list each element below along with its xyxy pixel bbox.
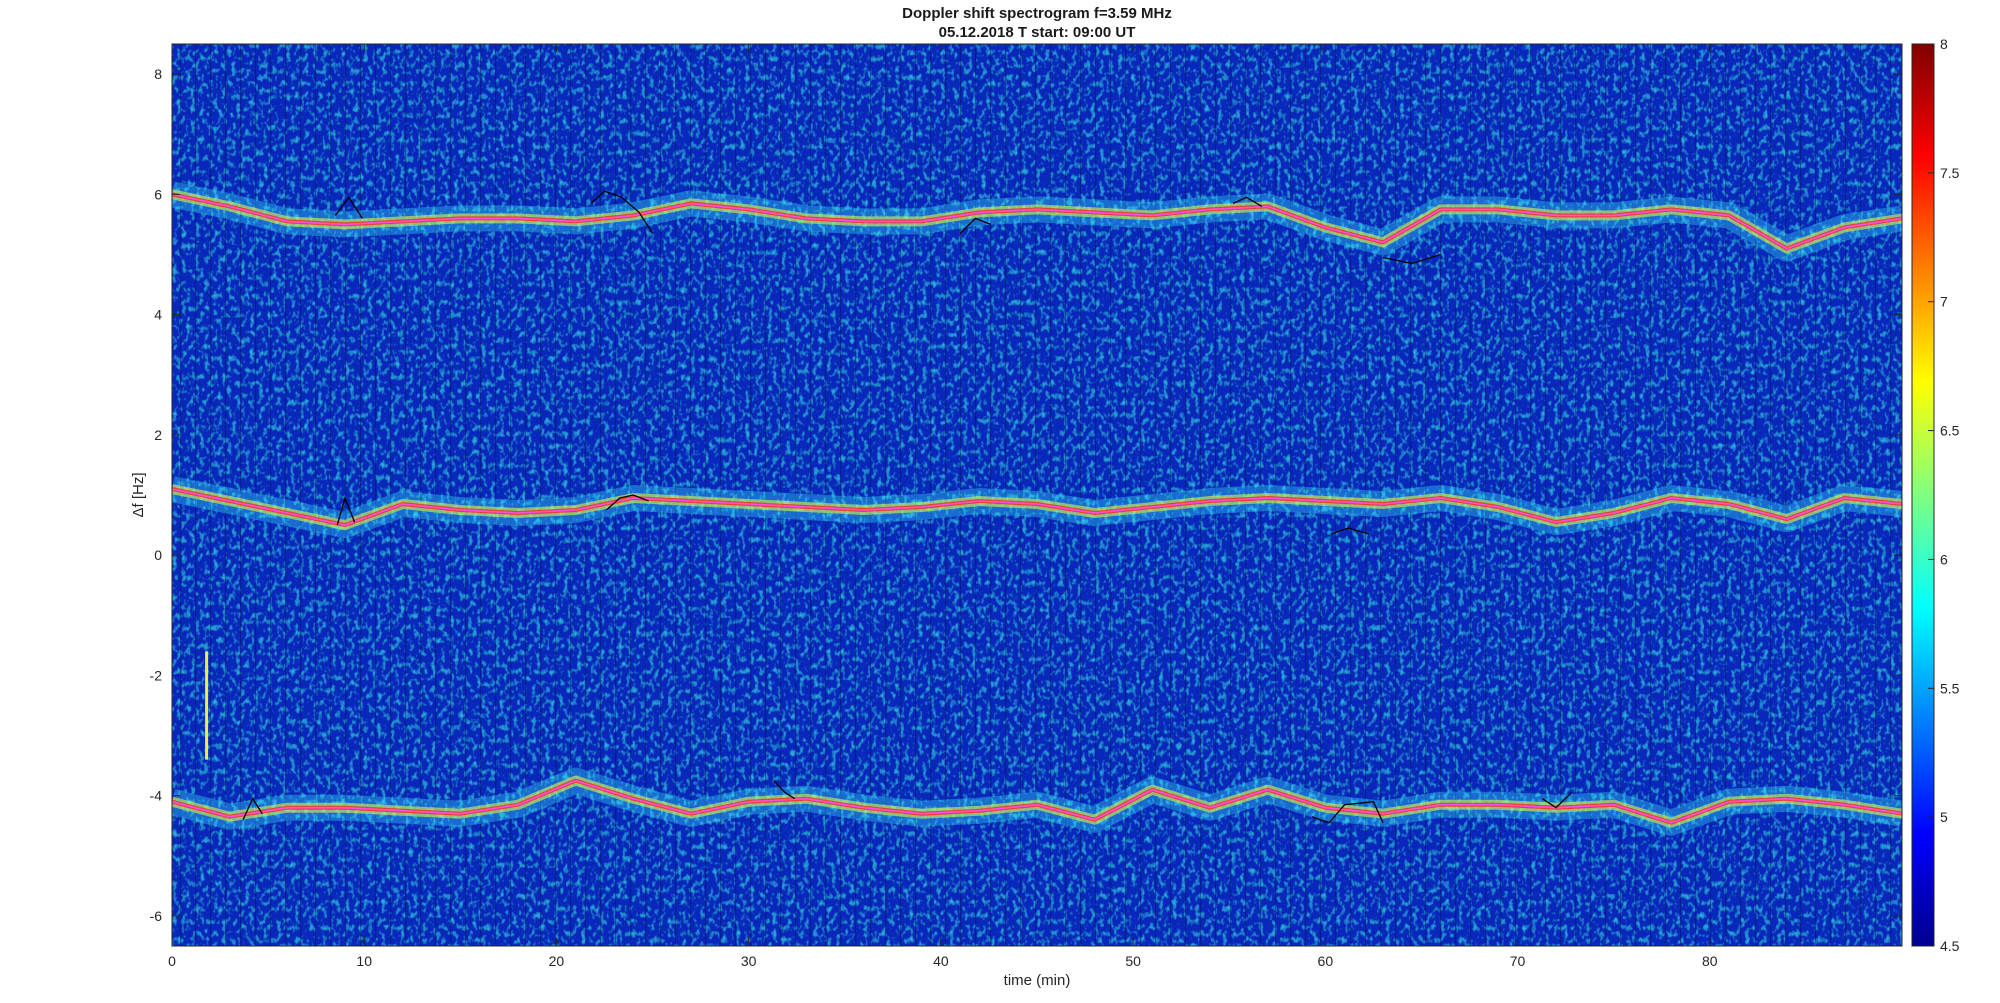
chart-title: Doppler shift spectrogram f=3.59 MHz: [902, 5, 1172, 22]
y-tick-label: -4: [150, 788, 163, 804]
signal-traces: [172, 181, 1902, 836]
colorbar-tick-label: 6: [1940, 551, 1948, 567]
event-markers: [205, 190, 1572, 824]
x-axis-ticks: 0 10 20 30 40 50 60 70 80: [168, 44, 1718, 969]
x-tick-label: 0: [168, 953, 176, 969]
colorbar-tick-label: 5: [1940, 809, 1948, 825]
colorbar-tick-label: 7: [1940, 294, 1948, 310]
event-marker-8: [242, 797, 263, 820]
x-tick-label: 50: [1125, 953, 1141, 969]
y-tick-label: 4: [154, 307, 162, 323]
trace-fit-line-1: [172, 488, 1902, 526]
y-tick-label: -6: [150, 908, 163, 924]
event-marker-10: [1311, 801, 1384, 824]
trace-fit-line-2: [172, 779, 1902, 824]
spectrogram-vertical-stripes: [172, 44, 1902, 946]
y-axis-label: Δf [Hz]: [130, 472, 147, 517]
x-tick-label: 80: [1702, 953, 1718, 969]
colorbar-tick-label: 6.5: [1940, 423, 1960, 439]
plot-frame: [171, 43, 1903, 947]
x-tick-label: 40: [933, 953, 949, 969]
event-marker-1: [590, 190, 654, 234]
colorbar-ticks: 4.5 5 5.5 6 6.5 7 7.5 8: [1928, 36, 1960, 954]
trace-fit-line-0: [172, 193, 1902, 250]
colorbar: [1911, 43, 1935, 947]
event-marker-11: [1542, 792, 1572, 809]
event-marker-6: [605, 494, 649, 511]
event-marker-3: [1232, 196, 1263, 207]
x-tick-label: 10: [356, 953, 372, 969]
x-axis-label: time (min): [1004, 972, 1071, 989]
event-marker-4: [1382, 253, 1441, 265]
y-tick-label: -2: [150, 667, 163, 683]
colorbar-tick-label: 5.5: [1940, 680, 1960, 696]
x-tick-label: 70: [1510, 953, 1526, 969]
y-tick-label: 8: [154, 66, 162, 82]
event-marker-9: [773, 780, 796, 800]
event-marker-7: [1330, 527, 1370, 535]
y-tick-label: 0: [154, 547, 162, 563]
plot-area: [172, 44, 1902, 946]
y-tick-label: 2: [154, 427, 162, 443]
colorbar-tick-label: 4.5: [1940, 938, 1960, 954]
x-tick-label: 30: [741, 953, 757, 969]
chart-subtitle: 05.12.2018 T start: 09:00 UT: [939, 24, 1136, 41]
event-marker-0: [334, 196, 363, 219]
x-tick-label: 60: [1318, 953, 1334, 969]
colorbar-tick-label: 7.5: [1940, 165, 1960, 181]
colorbar-tick-label: 8: [1940, 36, 1948, 52]
y-tick-label: 6: [154, 186, 162, 202]
event-marker-2: [959, 217, 992, 234]
x-tick-label: 20: [549, 953, 565, 969]
event-marker-5: [336, 495, 356, 526]
y-axis-ticks: -6 -4 -2 0 2 4 6 8: [150, 66, 1902, 924]
